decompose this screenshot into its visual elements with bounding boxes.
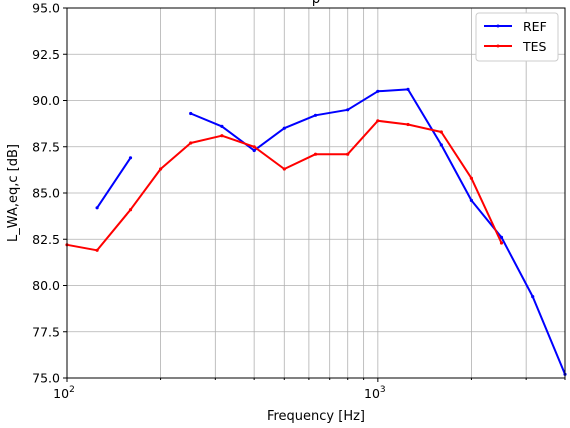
- x-axis: 102 103: [53, 378, 566, 401]
- y-tick-label: 85.0: [32, 186, 60, 201]
- y-tick-label: 82.5: [32, 232, 60, 247]
- y-tick-label: 77.5: [32, 324, 60, 339]
- data-point-tes: [439, 130, 443, 134]
- data-point-tes: [252, 145, 256, 149]
- x-tick-label: 102: [53, 385, 75, 401]
- y-tick-label: 92.5: [32, 47, 60, 62]
- data-point-tes: [128, 208, 133, 212]
- data-point-tes: [159, 167, 163, 171]
- data-point-tes: [406, 122, 410, 127]
- legend-ref-marker: [496, 24, 500, 28]
- y-tick-label: 80.0: [32, 278, 60, 293]
- data-point-ref: [376, 89, 380, 93]
- data-point-ref: [95, 206, 99, 210]
- legend-ref-label: REF: [523, 19, 547, 34]
- data-point-tes: [499, 241, 504, 245]
- x-axis-label: Frequency [Hz]: [267, 409, 365, 424]
- y-axis-label: L_WA,eq,c [dB]: [6, 144, 21, 242]
- chart-title: p: [312, 0, 320, 7]
- data-point-ref: [469, 198, 473, 202]
- data-point-ref: [282, 126, 286, 130]
- data-point-tes: [95, 248, 99, 252]
- data-point-tes: [346, 152, 350, 156]
- data-point-ref: [406, 87, 410, 91]
- y-tick-label: 95.0: [32, 1, 60, 16]
- y-tick-label: 90.0: [32, 93, 60, 108]
- y-tick-label: 87.5: [32, 139, 60, 154]
- data-point-ref: [252, 148, 256, 153]
- data-point-tes: [189, 141, 193, 145]
- data-point-tes: [282, 167, 286, 171]
- data-point-tes: [220, 134, 224, 138]
- data-point-tes: [313, 152, 318, 156]
- data-point-ref: [439, 143, 443, 147]
- y-tick-label: 75.0: [32, 371, 60, 386]
- data-point-ref: [499, 235, 504, 239]
- data-point-ref: [346, 108, 350, 112]
- data-point-ref: [189, 111, 193, 116]
- data-point-ref: [313, 113, 318, 117]
- data-point-ref: [531, 295, 535, 299]
- series-layer: [65, 87, 567, 376]
- data-point-tes: [376, 119, 380, 123]
- data-point-tes: [469, 176, 473, 180]
- legend-tes-marker: [496, 44, 500, 48]
- data-point-ref: [128, 156, 133, 160]
- legend: REF TES: [475, 12, 559, 62]
- y-axis: 75.0 77.5 80.0 82.5 85.0 87.5 90.0 92.5 95.0: [32, 1, 67, 386]
- data-point-ref: [220, 124, 224, 128]
- x-tick-label: 103: [364, 385, 386, 401]
- legend-tes-label: TES: [522, 39, 547, 54]
- series-line-ref: [96, 157, 132, 209]
